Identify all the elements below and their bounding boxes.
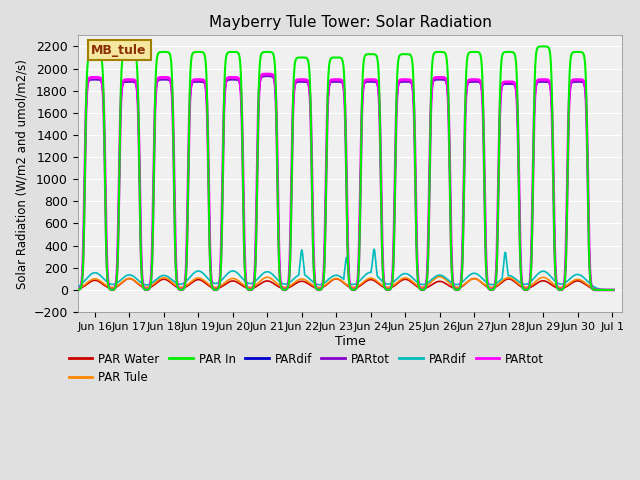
Text: MB_tule: MB_tule — [92, 44, 147, 57]
Legend: PAR Water, PAR Tule, PAR In, PARdif, PARtot, PARdif, PARtot: PAR Water, PAR Tule, PAR In, PARdif, PAR… — [64, 348, 549, 389]
Title: Mayberry Tule Tower: Solar Radiation: Mayberry Tule Tower: Solar Radiation — [209, 15, 492, 30]
X-axis label: Time: Time — [335, 335, 365, 348]
Y-axis label: Solar Radiation (W/m2 and umol/m2/s): Solar Radiation (W/m2 and umol/m2/s) — [15, 59, 28, 288]
